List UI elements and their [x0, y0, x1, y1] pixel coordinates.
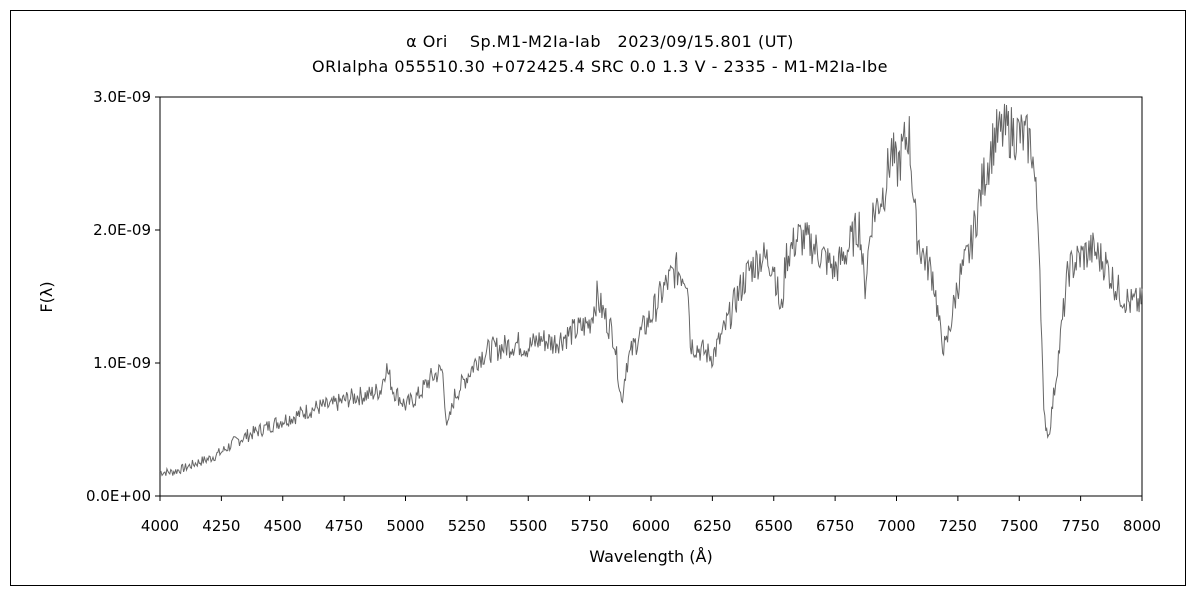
- x-tick-label: 5750: [571, 517, 609, 535]
- x-tick-label: 7000: [877, 517, 915, 535]
- y-tick-label: 0.0E+00: [86, 487, 151, 505]
- x-tick-label: 5250: [448, 517, 486, 535]
- x-tick-label: 8000: [1123, 517, 1161, 535]
- y-axis: 0.0E+00 1.0E-09 2.0E-09 3.0E-09: [86, 88, 160, 505]
- x-tick-label: 7500: [1000, 517, 1038, 535]
- y-tick-label: 3.0E-09: [93, 88, 151, 106]
- chart-title: α Ori Sp.M1-M2Ia-Iab 2023/09/15.801 (UT): [406, 32, 794, 51]
- x-axis-title: Wavelength (Å): [589, 547, 712, 566]
- x-tick-label: 5500: [509, 517, 547, 535]
- y-axis-title: F(λ): [37, 281, 56, 312]
- x-tick-label: 4250: [202, 517, 240, 535]
- x-tick-label: 7750: [1062, 517, 1100, 535]
- x-axis: 4000 4250 4500 4750 5000 5250 5500 5750 6000 6250…: [141, 496, 1161, 535]
- x-tick-label: 6750: [816, 517, 854, 535]
- chart-subtitle: ORIalpha 055510.30 +072425.4 SRC 0.0 1.3…: [312, 57, 888, 76]
- y-tick-label: 1.0E-09: [93, 354, 151, 372]
- y-tick-label: 2.0E-09: [93, 221, 151, 239]
- chart-frame: [10, 10, 1186, 586]
- x-tick-label: 5000: [386, 517, 424, 535]
- x-tick-label: 7250: [939, 517, 977, 535]
- x-tick-label: 4500: [264, 517, 302, 535]
- x-tick-label: 4750: [325, 517, 363, 535]
- x-tick-label: 6000: [632, 517, 670, 535]
- x-tick-label: 4000: [141, 517, 179, 535]
- plot-area: [159, 96, 1143, 497]
- x-tick-label: 6500: [755, 517, 793, 535]
- x-tick-label: 6250: [693, 517, 731, 535]
- spectrum-line: [159, 103, 1143, 477]
